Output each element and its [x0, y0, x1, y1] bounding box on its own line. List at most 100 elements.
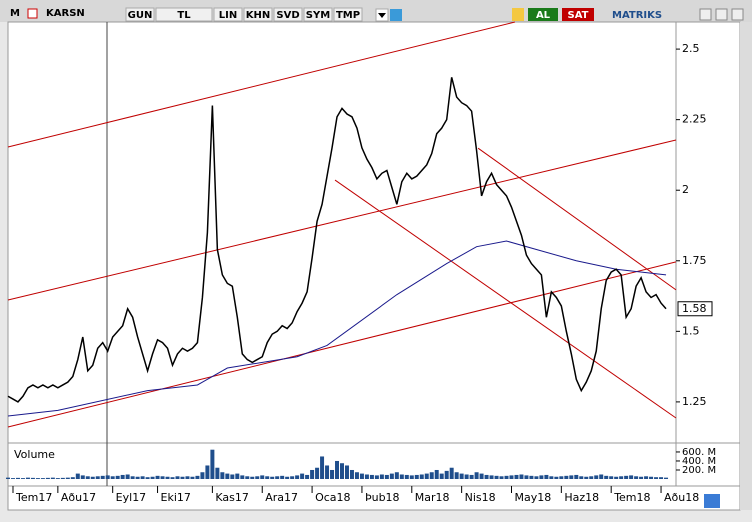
sell-label: SAT	[568, 10, 589, 21]
volume-bar	[150, 476, 155, 479]
volume-bar	[434, 469, 439, 479]
minimize[interactable]	[699, 8, 712, 21]
toolbar-button[interactable]	[155, 7, 213, 22]
volume-bar	[534, 476, 539, 479]
volume-bar	[300, 473, 305, 479]
volume-bar	[180, 476, 185, 479]
volume-bar	[305, 474, 310, 479]
volume-bar	[75, 473, 80, 479]
trend-line	[477, 147, 677, 291]
volume-bar	[489, 475, 494, 479]
y-tick-label: 1.25	[682, 395, 707, 408]
y-tick-label: 2	[682, 183, 689, 196]
volume-bar	[275, 476, 280, 479]
volume-bar	[265, 476, 270, 479]
volume-bar	[315, 467, 320, 479]
volume-bar	[205, 465, 210, 479]
volume-bar	[195, 475, 200, 479]
toolbar-button[interactable]	[213, 7, 243, 22]
y-tick-label: 1.5	[682, 324, 700, 337]
close-symbol[interactable]	[27, 8, 38, 19]
trend-line	[7, 21, 516, 148]
volume-bar	[120, 474, 125, 479]
toolbar-button[interactable]	[125, 7, 155, 22]
volume-bar	[654, 477, 659, 479]
toolbar-button-label: TL	[177, 10, 191, 21]
volume-bar	[295, 475, 300, 479]
symbol[interactable]: KARSN	[46, 8, 85, 19]
x-tick-label: Aðu18	[664, 491, 699, 504]
x-tick-label: Aðu17	[61, 491, 96, 504]
volume-bar	[584, 476, 589, 479]
volume-bar	[514, 474, 519, 479]
volume-bar	[594, 475, 599, 479]
volume-bar	[384, 474, 389, 479]
buy-button[interactable]	[528, 8, 558, 21]
volume-bar	[6, 477, 10, 479]
volume-bar	[95, 476, 100, 479]
price-line	[7, 77, 667, 403]
volume-bar	[165, 476, 170, 479]
last-price-label: 1.58	[682, 302, 707, 315]
twitter-button[interactable]	[390, 9, 402, 21]
volume-bar	[344, 465, 349, 479]
volume-bar	[320, 456, 325, 479]
volume-bar	[469, 474, 474, 479]
toolbar-button-label: KHN	[246, 10, 271, 21]
toolbar-button[interactable]	[333, 7, 363, 22]
volume-bar	[215, 467, 220, 479]
close[interactable]	[731, 8, 744, 21]
volume-bar	[105, 475, 110, 479]
sell-button[interactable]	[562, 8, 594, 21]
refresh-button[interactable]	[704, 494, 720, 508]
toolbar-button[interactable]	[303, 7, 333, 22]
toolbar-button[interactable]	[273, 7, 303, 22]
volume-bar	[444, 470, 449, 479]
y-tick-label: 2.25	[682, 113, 707, 126]
x-tick-label: Tem18	[613, 491, 650, 504]
volume-bar	[260, 475, 265, 479]
volume-bar	[449, 467, 454, 479]
volume-bar	[574, 474, 579, 479]
volume-bar	[564, 475, 569, 479]
toolbar-button[interactable]	[243, 7, 273, 22]
volume-bar	[589, 476, 594, 479]
volume-bar	[649, 476, 654, 479]
volume-bar	[429, 472, 434, 479]
volume-bar	[549, 476, 554, 479]
volume-bar	[579, 476, 584, 479]
volume-bar	[499, 476, 504, 479]
volume-bar	[210, 449, 215, 479]
app-icon[interactable]: M	[10, 8, 20, 19]
volume-bar	[65, 477, 70, 479]
volume-bar	[454, 472, 459, 479]
volume-bar	[155, 475, 160, 479]
volume-bar	[85, 476, 90, 479]
y-tick-label: 200. M	[682, 465, 716, 476]
volume-bar	[190, 476, 195, 479]
brand: MATRIKS	[612, 10, 662, 21]
y-tick-label: 600. M	[682, 447, 716, 458]
x-tick-label: Kas17	[215, 491, 249, 504]
volume-bar	[459, 473, 464, 479]
volume-bar	[185, 476, 190, 479]
volume-bar	[609, 476, 614, 479]
volume-bar	[170, 477, 175, 479]
maximize[interactable]	[715, 8, 728, 21]
volume-bar	[55, 478, 60, 479]
volume-bar	[70, 477, 75, 479]
volume-bar	[285, 476, 290, 479]
x-tick-label: Tem17	[15, 491, 52, 504]
volume-bar	[60, 477, 65, 479]
volume-bar	[614, 476, 619, 479]
toolbar-button-label: SYM	[306, 10, 330, 21]
flash-button[interactable]	[512, 8, 524, 21]
x-tick-label: Þub18	[365, 491, 400, 504]
volume-bar	[160, 476, 165, 479]
volume-bar	[125, 474, 130, 479]
volume-bar	[200, 472, 205, 479]
volume-bar	[629, 475, 634, 479]
volume-bar	[245, 476, 250, 479]
volume-bar	[280, 475, 285, 479]
